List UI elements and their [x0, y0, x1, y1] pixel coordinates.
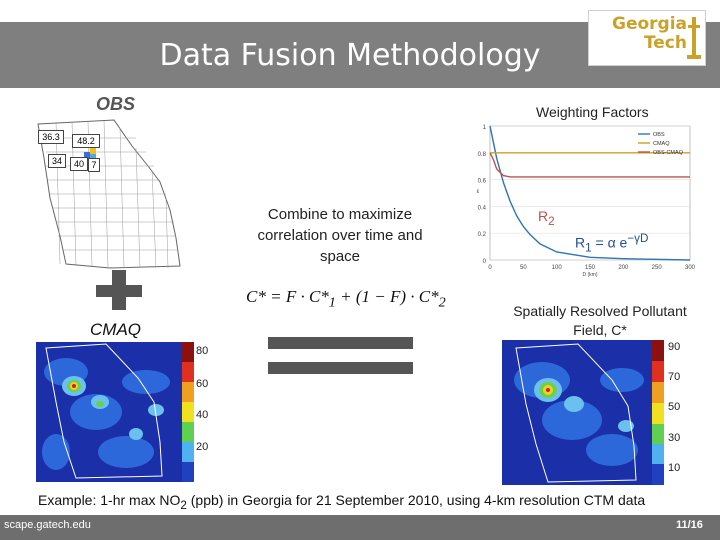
- y-tick-label: 0.6: [478, 179, 487, 185]
- x-tick-label: 200: [618, 265, 629, 271]
- y-tick-label: 0.2: [478, 232, 487, 238]
- y-tick-label: 1: [483, 125, 487, 131]
- x-tick-label: 50: [520, 265, 527, 271]
- fused-map: [502, 340, 652, 485]
- cmaq-colorbar-tick: 60: [196, 378, 209, 390]
- logo-text-tech: Tech: [643, 33, 687, 53]
- obs-label: OBS: [96, 94, 136, 114]
- obs-value-box: 40: [70, 157, 88, 171]
- x-tick-label: 150: [585, 265, 596, 271]
- obs-value-box: 36.3: [38, 130, 64, 144]
- cmaq-map: [36, 342, 182, 482]
- page-number: 11/16: [676, 519, 703, 531]
- obs-value-box: 7: [88, 158, 100, 172]
- combine-text: Combine to maximize correlation over tim…: [257, 206, 423, 265]
- spatially-resolved-label: Spatially Resolved Pollutant Field, C*: [490, 302, 710, 340]
- plot-area: [489, 125, 691, 261]
- fused-colorbar-tick: 70: [668, 371, 681, 383]
- legend-entry: OBS-CMAQ: [653, 150, 684, 156]
- cmaq-label: CMAQ: [90, 320, 141, 339]
- y-tick-label: 0: [483, 259, 487, 265]
- spatial-line1: Spatially Resolved Pollutant: [513, 303, 687, 319]
- slide-title: Data Fusion Methodology: [159, 38, 541, 73]
- legend-entry: OBS: [653, 132, 665, 138]
- cmaq-colorbar: [182, 342, 194, 482]
- tower-icon: [687, 17, 701, 59]
- plus-icon-bar: [96, 285, 142, 297]
- weighting-factors-chart: 1 0.8 0.6 0.4 0.2 00 50 100 150 200 250 300 D (km) ε O…: [477, 125, 696, 278]
- footer-url: scape.gatech.edu: [4, 519, 91, 531]
- series-line-obs-cmaq: [489, 152, 690, 178]
- y-axis-label: ε: [477, 189, 480, 195]
- georgia-tech-logo: Georgia Tech: [588, 10, 706, 66]
- equals-icon-bar: [268, 362, 413, 374]
- r2-label: R2: [538, 208, 555, 228]
- y-tick-label: 0.8: [478, 152, 487, 158]
- x-tick-label: 0: [488, 265, 492, 271]
- cmaq-colorbar-tick: 40: [196, 409, 209, 421]
- weighting-factors-label: Weighting Factors: [536, 104, 649, 120]
- obs-value-box: 48.2: [72, 134, 100, 148]
- cmaq-colorbar-tick: 20: [196, 441, 209, 453]
- x-tick-label: 100: [552, 265, 563, 271]
- title-banner: Data Fusion Methodology Georgia Tech: [0, 0, 720, 88]
- fused-colorbar: [652, 340, 664, 485]
- fused-colorbar-tick: 30: [668, 432, 681, 444]
- fused-colorbar-tick: 50: [668, 401, 681, 413]
- footer-bar: [0, 515, 720, 540]
- cmaq-colorbar-tick: 80: [196, 345, 209, 357]
- fused-colorbar-tick: 90: [668, 341, 681, 353]
- example-caption: Example: 1-hr max NO2 (ppb) in Georgia f…: [38, 492, 646, 512]
- spatial-line2: Field, C*: [573, 322, 627, 338]
- y-tick-label: 0.4: [478, 205, 487, 211]
- fusion-formula: C* = F · C*1 + (1 − F) · C*2: [246, 287, 446, 311]
- x-tick-label: 250: [652, 265, 663, 271]
- legend-entry: CMAQ: [653, 141, 670, 147]
- series-line-obs: [489, 125, 691, 261]
- logo-text-georgia: Georgia: [611, 14, 687, 34]
- r1-label: R1 = α e−γD: [575, 232, 649, 255]
- fused-colorbar-tick: 10: [668, 462, 681, 474]
- x-tick-label: 300: [685, 265, 696, 271]
- obs-value-box: 34: [48, 154, 66, 168]
- x-axis-label: D (km): [583, 272, 598, 278]
- equals-icon: [268, 337, 413, 349]
